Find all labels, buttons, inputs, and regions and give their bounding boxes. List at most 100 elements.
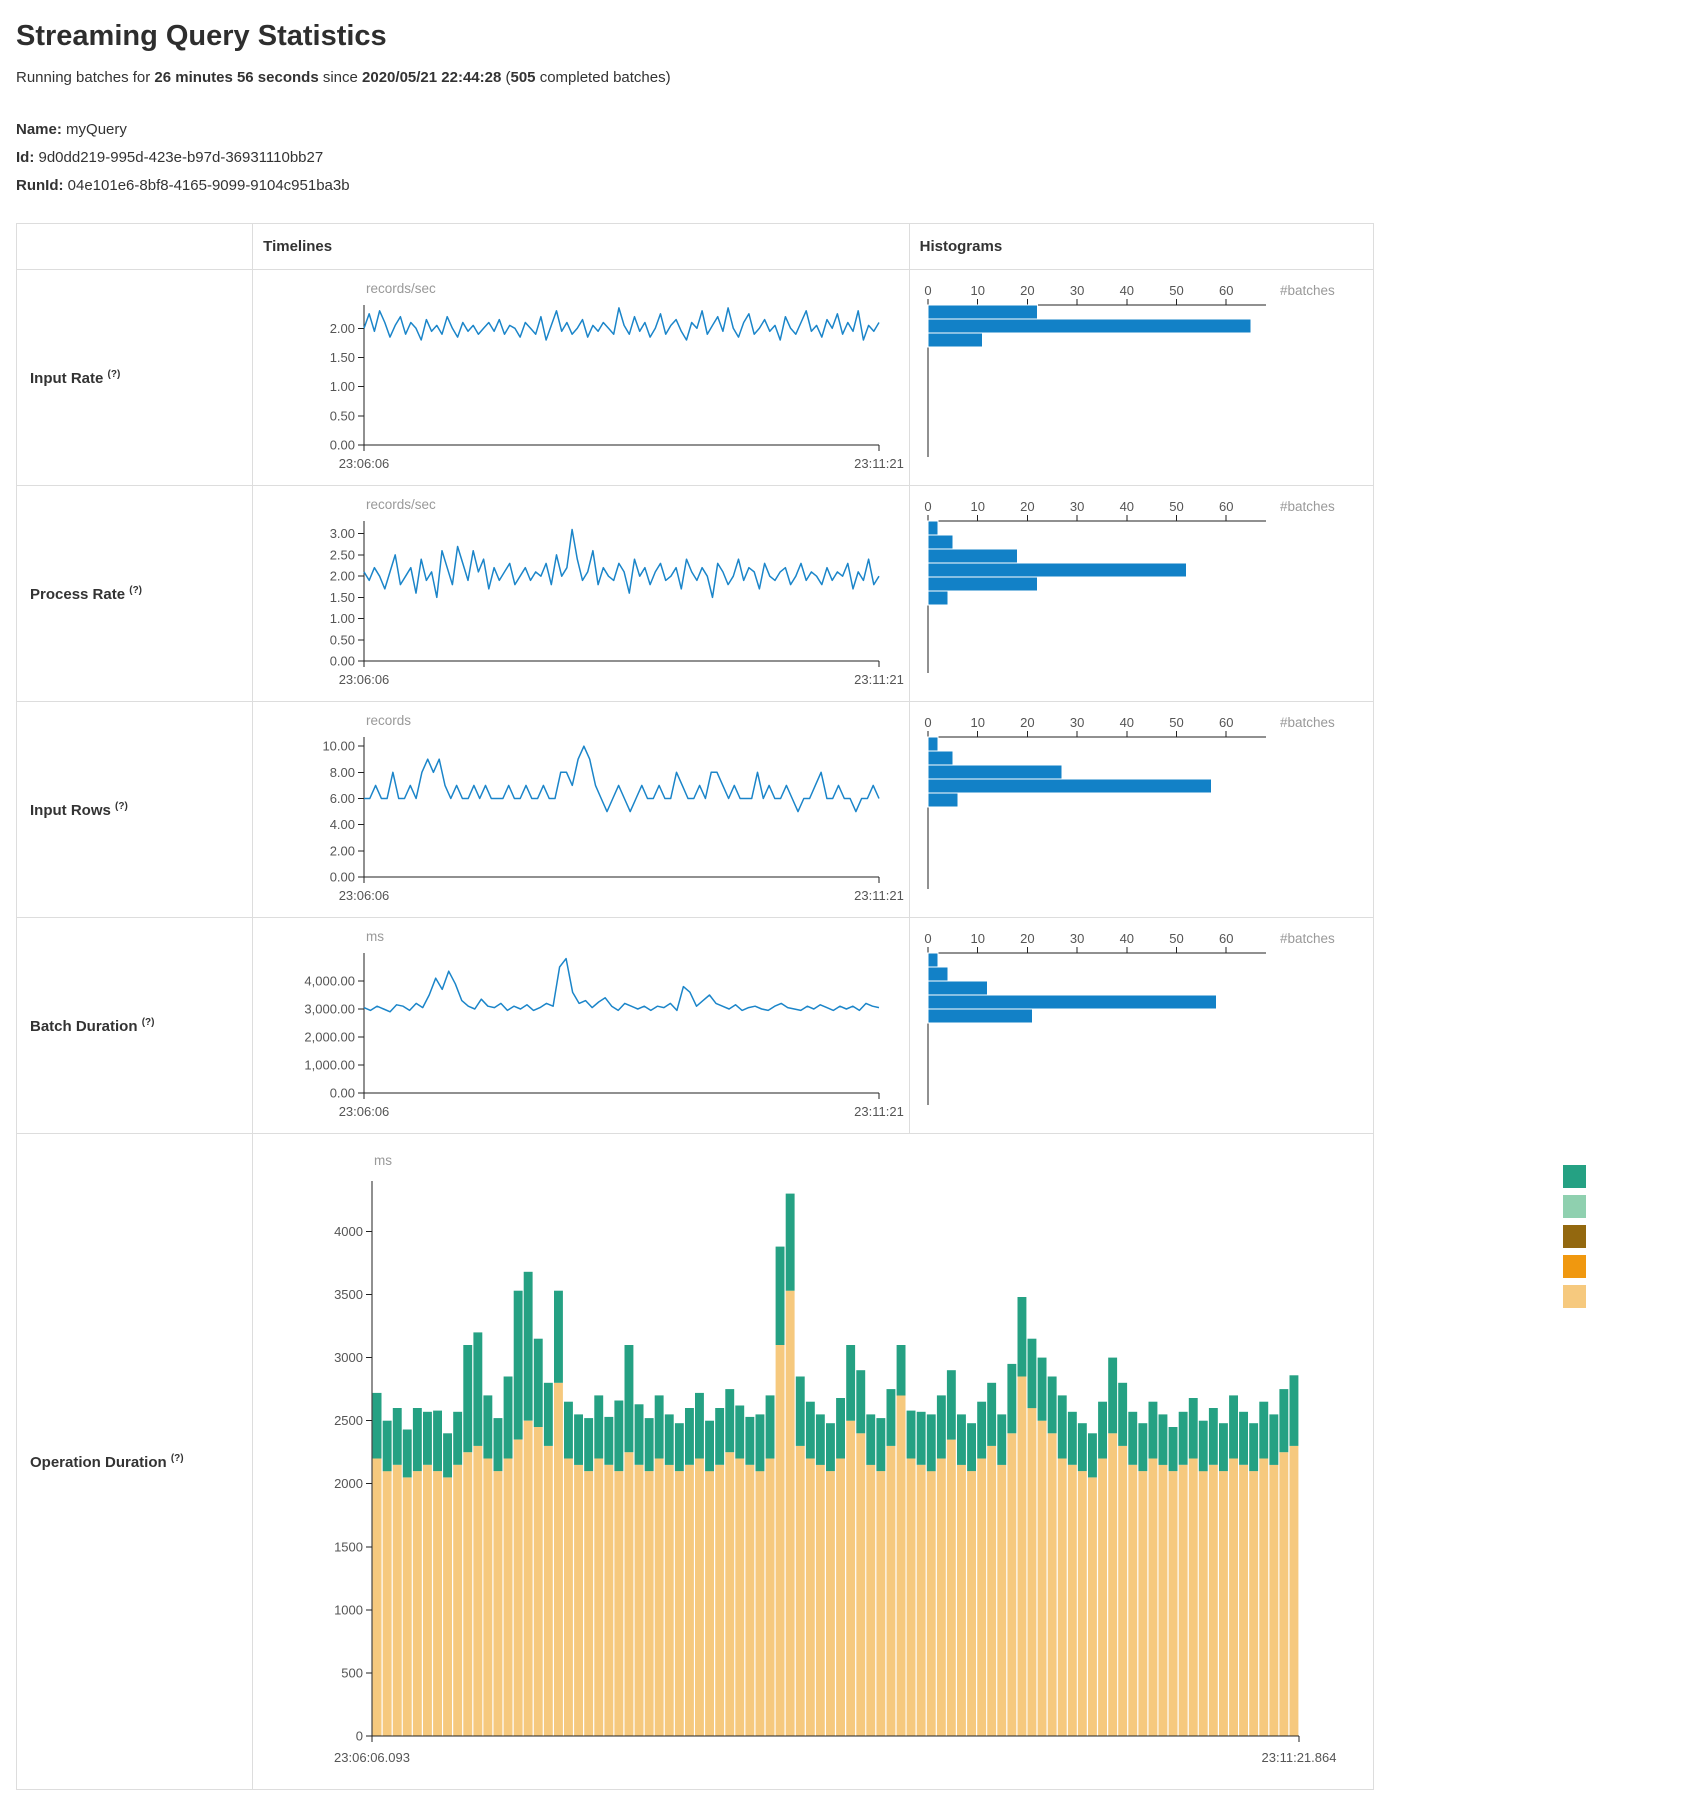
batch-duration-timeline-chart: ms 0.00 1,000.00 2,000.00 3,000.00 4,000.00 23… [305,929,904,1119]
query-runid-value: 04e101e6-8bf8-4165-9099-9104c951ba3b [67,176,350,194]
svg-text:60: 60 [1219,715,1233,730]
svg-text:0: 0 [924,283,931,298]
input-rate-label-cell: Input Rate (?) [15,269,254,487]
svg-text:1.50: 1.50 [330,590,355,605]
svg-text:10: 10 [970,499,984,514]
svg-text:30: 30 [1070,499,1084,514]
help-icon[interactable]: (?) [141,1016,155,1028]
query-runid-label: RunId: [16,176,64,194]
svg-text:#batches: #batches [1280,715,1335,730]
process-rate-histogram-cell: 0 10 20 30 40 50 60 #batches [908,485,1375,703]
operation-duration-row: Operation Duration (?) ms 0 500 1000 1500 200… [15,1133,1587,1791]
svg-text:ms: ms [374,1153,392,1168]
page-title: Streaming Query Statistics [16,20,387,52]
svg-text:#batches: #batches [1280,283,1335,298]
svg-text:40: 40 [1119,931,1133,946]
svg-text:23:11:21: 23:11:21 [854,456,904,471]
query-id-value: 9d0dd219-995d-423e-b97d-36931110bb27 [38,148,324,166]
svg-text:50: 50 [1169,931,1183,946]
query-info: Name: myQuery Id: 9d0dd219-995d-423e-b97… [16,116,1677,199]
histograms-header: Histograms [908,223,1375,271]
svg-text:2,000.00: 2,000.00 [305,1030,356,1045]
svg-text:23:11:21: 23:11:21 [854,888,904,903]
svg-text:0: 0 [924,499,931,514]
svg-text:ms: ms [366,929,384,944]
svg-text:4000: 4000 [334,1224,363,1239]
svg-text:23:11:21: 23:11:21 [854,1104,904,1119]
summary-prefix: Running batches for [16,69,155,86]
input-rows-timeline-cell: records 0.00 2.00 4.00 6.00 8.00 10.00 23:06:06… [252,701,910,919]
row-label-process-rate: Process Rate [30,585,126,603]
svg-text:0: 0 [924,715,931,730]
svg-text:10: 10 [970,715,984,730]
svg-text:10: 10 [970,931,984,946]
svg-text:20: 20 [1020,931,1034,946]
statistics-table: Timelines Histograms Input Rate (?) reco… [15,223,1587,1791]
batch-duration-histogram-chart: 0 10 20 30 40 50 60 #batches [924,931,1335,1106]
svg-text:3,000.00: 3,000.00 [305,1002,356,1017]
input-rate-histogram-chart: 0 10 20 30 40 50 60 #batches [924,283,1335,458]
help-icon[interactable]: (?) [170,1452,184,1464]
start-timestamp: 2020/05/21 22:44:28 [362,69,502,86]
query-id-line: Id: 9d0dd219-995d-423e-b97d-36931110bb27 [16,144,1677,172]
svg-text:4.00: 4.00 [330,817,355,832]
help-icon[interactable]: (?) [115,800,128,812]
svg-text:40: 40 [1119,499,1133,514]
svg-text:0.00: 0.00 [330,654,355,669]
process-rate-histogram-chart: 0 10 20 30 40 50 60 #batches [924,499,1335,674]
svg-text:0.50: 0.50 [330,409,355,424]
input-rows-label-cell: Input Rows (?) [15,701,254,919]
row-label-operation-duration: Operation Duration [30,1453,167,1471]
query-name-line: Name: myQuery [16,116,1677,144]
svg-text:50: 50 [1169,499,1183,514]
svg-text:6.00: 6.00 [330,791,355,806]
svg-text:0.50: 0.50 [330,633,355,648]
svg-text:records/sec: records/sec [366,281,436,296]
svg-text:3500: 3500 [334,1287,363,1302]
table-header-row: Timelines Histograms [15,223,1375,271]
svg-text:#batches: #batches [1280,931,1335,946]
svg-text:23:06:06.093: 23:06:06.093 [334,1750,410,1765]
svg-text:1500: 1500 [334,1540,363,1555]
svg-text:0.00: 0.00 [330,870,355,885]
svg-text:8.00: 8.00 [330,765,355,780]
input-rate-timeline-cell: records/sec 0.00 0.50 1.00 1.50 2.00 23:06:06 2… [252,269,910,487]
svg-text:1.00: 1.00 [330,379,355,394]
svg-text:60: 60 [1219,931,1233,946]
svg-text:#batches: #batches [1280,499,1335,514]
input-rate-row: Input Rate (?) records/sec 0.00 0.50 1.00 1.… [15,269,1375,487]
input-rows-histogram-chart: 0 10 20 30 40 50 60 #batches [924,715,1335,890]
svg-text:20: 20 [1020,283,1034,298]
query-runid-line: RunId: 04e101e6-8bf8-4165-9099-9104c951b… [16,172,1677,200]
svg-text:50: 50 [1169,283,1183,298]
svg-text:4,000.00: 4,000.00 [305,974,356,989]
query-id-label: Id: [16,148,35,166]
batch-duration-row: Batch Duration (?) ms 0.00 1,000.00 2,000.0… [15,917,1375,1135]
svg-text:0: 0 [924,931,931,946]
svg-text:23:11:21: 23:11:21 [854,672,904,687]
row-label-batch-duration: Batch Duration [30,1017,138,1035]
svg-text:3000: 3000 [334,1350,363,1365]
process-rate-timeline-chart: records/sec 0.00 0.50 1.00 1.50 2.00 2.50 3.00 2… [330,497,904,687]
operation-duration-chart-cell: ms 0 500 1000 1500 2000 2500 3000 3500 4000 23:06:… [252,1133,1587,1791]
help-icon[interactable]: (?) [129,584,143,596]
svg-text:2.00: 2.00 [330,321,355,336]
svg-text:2000: 2000 [334,1476,363,1491]
svg-text:0: 0 [356,1729,363,1744]
summary-open-paren: ( [501,69,511,86]
svg-text:10: 10 [970,283,984,298]
svg-text:500: 500 [341,1666,363,1681]
input-rows-histogram-cell: 0 10 20 30 40 50 60 #batches [908,701,1375,919]
svg-text:23:06:06: 23:06:06 [339,888,390,903]
batch-duration-timeline-cell: ms 0.00 1,000.00 2,000.00 3,000.00 4,000.00 23… [252,917,910,1135]
svg-text:40: 40 [1119,715,1133,730]
svg-text:1.50: 1.50 [330,350,355,365]
help-icon[interactable]: (?) [107,368,121,380]
batch-duration-label-cell: Batch Duration (?) [15,917,254,1135]
batch-duration-histogram-cell: 0 10 20 30 40 50 60 #batches [908,917,1375,1135]
summary-middle: since [318,69,363,86]
row-label-input-rows: Input Rows [30,801,111,819]
svg-text:20: 20 [1020,499,1034,514]
svg-text:0.00: 0.00 [330,1086,355,1101]
svg-text:23:06:06: 23:06:06 [339,1104,390,1119]
